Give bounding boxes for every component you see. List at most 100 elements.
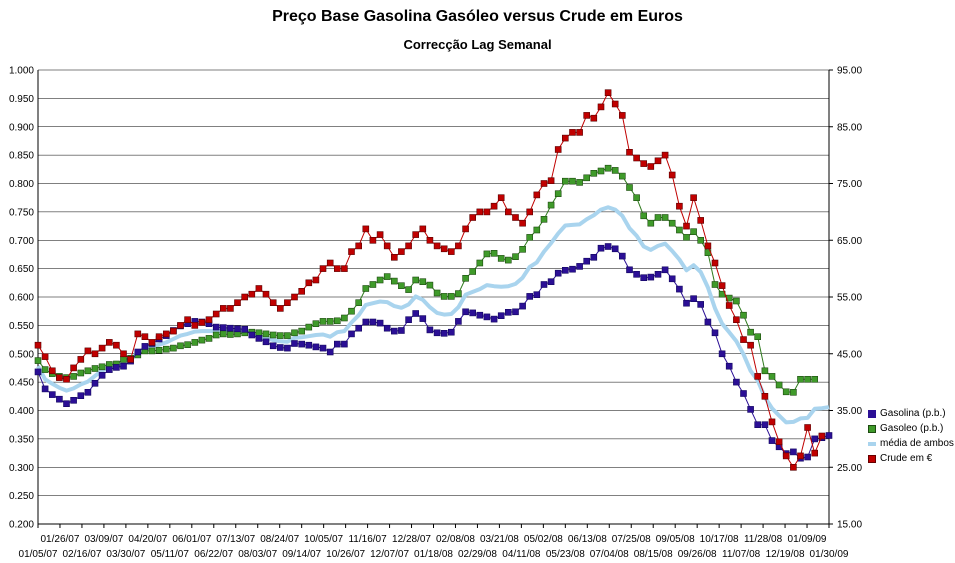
series-crude <box>34 89 826 471</box>
data-point-crude <box>205 316 213 324</box>
data-point-crude <box>127 356 134 363</box>
data-point-gasolina <box>255 335 263 342</box>
x-tick-label-lower: 06/22/07 <box>194 549 233 560</box>
data-point-crude <box>718 282 726 289</box>
data-point-gasoleo <box>540 216 548 223</box>
data-point-crude <box>797 452 804 460</box>
data-point-crude <box>512 214 519 221</box>
data-point-gasoleo <box>576 179 583 186</box>
data-point-gasolina <box>761 421 769 429</box>
data-point-gasoleo <box>98 363 106 371</box>
data-point-crude <box>355 242 363 250</box>
data-point-crude <box>163 330 170 338</box>
x-tick-label-lower: 01/18/08 <box>414 549 453 560</box>
data-point-crude <box>319 265 327 272</box>
data-point-gasolina <box>483 313 491 321</box>
data-point-gasolina <box>398 327 405 334</box>
legend-marker-gasoleo <box>868 424 876 433</box>
data-point-gasoleo <box>811 375 819 383</box>
data-point-crude <box>676 202 683 210</box>
x-tick-label-lower: 01/30/09 <box>810 549 849 560</box>
data-point-crude <box>398 248 405 255</box>
x-tick-label-upper: 11/16/07 <box>348 534 387 545</box>
data-point-gasoleo <box>690 228 697 235</box>
data-point-gasolina <box>462 308 469 316</box>
data-point-gasolina <box>733 378 740 386</box>
data-point-gasolina <box>711 329 719 337</box>
data-point-gasoleo <box>561 177 569 185</box>
legend-marker-media <box>868 441 876 446</box>
data-point-gasoleo <box>333 317 341 325</box>
data-point-crude <box>661 151 669 159</box>
data-point-gasolina <box>519 302 526 310</box>
x-tick-label-lower: 03/30/07 <box>106 549 145 560</box>
data-point-crude <box>220 305 227 312</box>
data-point-gasolina <box>134 348 142 356</box>
data-point-gasolina <box>333 340 341 348</box>
data-point-crude <box>768 418 776 426</box>
data-point-gasoleo <box>504 256 512 264</box>
x-tick-label-upper: 06/13/08 <box>568 534 607 545</box>
data-point-gasolina <box>426 326 434 334</box>
data-point-crude <box>48 367 56 375</box>
data-point-gasoleo <box>526 234 534 241</box>
data-point-gasoleo <box>554 190 562 197</box>
x-tick-label-lower: 08/15/08 <box>634 549 673 560</box>
data-point-crude <box>604 89 612 96</box>
data-point-crude <box>341 265 348 272</box>
data-point-crude <box>56 374 63 381</box>
data-point-crude <box>483 208 491 216</box>
data-point-crude <box>647 163 655 170</box>
y-right-tick-label: 35.00 <box>837 406 862 417</box>
x-tick-label-lower: 04/11/08 <box>502 549 541 560</box>
data-point-gasoleo <box>383 273 391 280</box>
data-point-gasoleo <box>483 250 491 258</box>
data-point-gasolina <box>504 308 512 316</box>
data-point-gasoleo <box>212 331 220 339</box>
legend-marker-gasolina <box>868 409 876 418</box>
data-point-gasolina <box>533 291 541 299</box>
data-point-gasolina <box>41 385 49 393</box>
series-layer <box>34 89 833 471</box>
data-point-gasoleo <box>469 268 477 275</box>
data-point-gasoleo <box>220 330 227 338</box>
data-point-gasoleo <box>291 329 298 337</box>
data-point-crude <box>77 356 85 363</box>
y-left-tick-label: 0.900 <box>9 122 34 133</box>
data-point-crude <box>497 194 505 201</box>
y-left-tick-label: 0.250 <box>9 491 34 502</box>
data-point-gasolina <box>212 323 220 331</box>
data-point-gasolina <box>490 315 498 323</box>
data-point-crude <box>63 375 70 383</box>
data-point-crude <box>526 208 534 216</box>
data-point-gasolina <box>668 275 676 283</box>
gridlines <box>38 69 829 525</box>
data-point-gasoleo <box>697 237 705 244</box>
x-tick-label-upper: 07/13/07 <box>216 534 255 545</box>
axes: 0.200 0.250 0.300 0.350 0.400 0.450 0.500 0.550… <box>9 66 862 561</box>
data-point-gasolina <box>56 395 63 403</box>
x-tick-label-upper: 03/21/08 <box>480 534 519 545</box>
data-point-gasoleo <box>455 290 462 297</box>
data-point-gasolina <box>661 266 669 274</box>
data-point-crude <box>362 225 370 233</box>
data-point-gasoleo <box>419 278 427 286</box>
data-point-crude <box>633 154 640 162</box>
data-point-crude <box>369 237 377 244</box>
series-gasolina <box>34 243 833 462</box>
x-tick-label-lower: 02/29/08 <box>458 549 497 560</box>
data-point-crude <box>611 100 619 108</box>
data-point-gasoleo <box>426 281 434 289</box>
data-point-crude <box>291 293 298 301</box>
data-point-crude <box>540 180 548 187</box>
data-point-crude <box>504 208 512 216</box>
data-point-crude <box>754 373 762 380</box>
data-point-gasoleo <box>761 367 769 375</box>
data-point-gasoleo <box>711 281 719 288</box>
data-point-gasolina <box>547 278 555 286</box>
data-point-crude <box>761 392 769 400</box>
data-point-gasoleo <box>740 311 747 319</box>
data-point-gasoleo <box>790 388 797 396</box>
data-point-crude <box>790 463 797 471</box>
y-left-tick-label: 0.500 <box>9 349 34 360</box>
